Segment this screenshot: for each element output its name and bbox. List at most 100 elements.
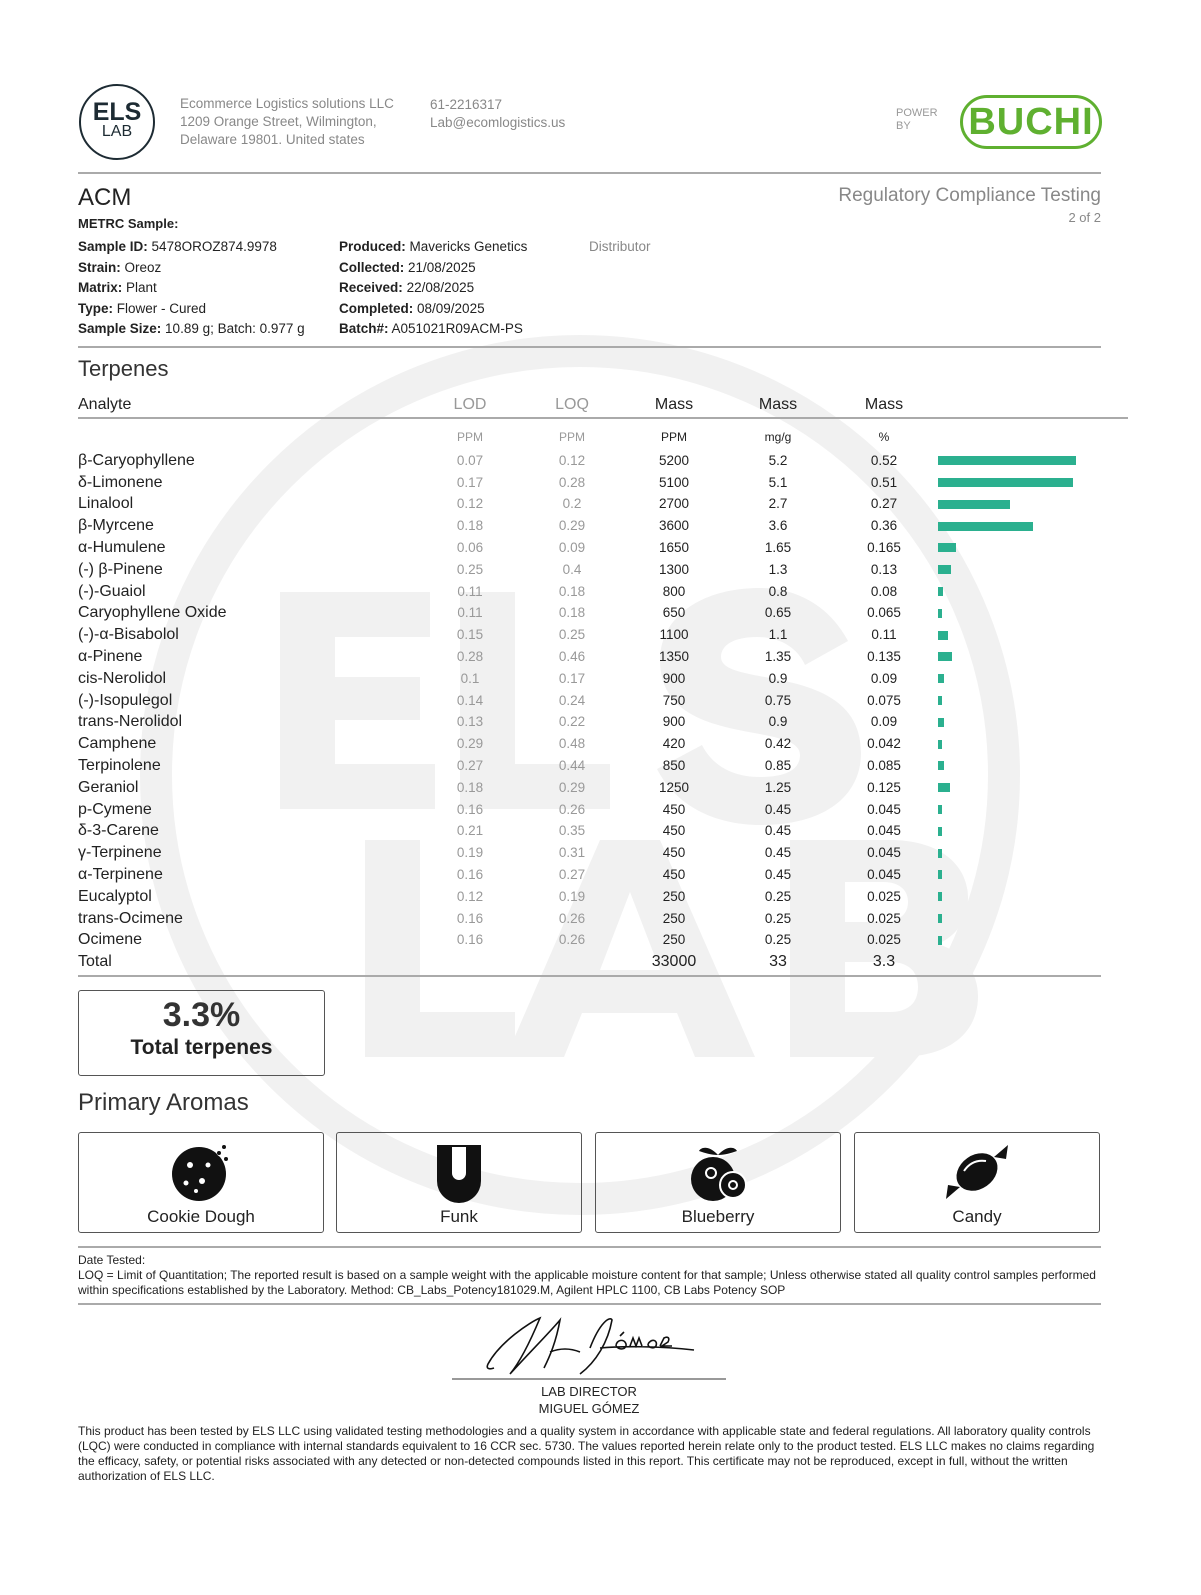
mass-ppm: 250	[662, 888, 686, 904]
col-mass-mgg: Mass	[758, 395, 798, 413]
percent-bar	[938, 499, 1010, 509]
percent-bar	[938, 783, 950, 793]
loq-value: 0.44	[558, 758, 586, 774]
analyte-name: Camphene	[78, 735, 157, 753]
table-row: Terpinolene 0.27 0.44 850 0.85 0.085	[78, 755, 1128, 777]
loq-value: 0.2	[562, 496, 582, 512]
analyte-name: Linalool	[78, 495, 134, 513]
lod-value: 0.15	[456, 627, 484, 643]
lod-value: 0.16	[456, 801, 484, 817]
analyte-name: trans-Nerolidol	[78, 713, 183, 731]
col-analyte: Analyte	[78, 395, 132, 413]
percent-bar	[938, 652, 952, 662]
mass-ppm: 1250	[658, 779, 690, 795]
candy-icon	[946, 1145, 1008, 1199]
unit-label: PPM	[660, 430, 687, 444]
mass-ppm: 1300	[658, 561, 690, 577]
total-row: Total 33000 33 3.3	[78, 951, 1128, 973]
table-row: (-)-α-Bisabolol 0.15 0.25 1100 1.1 0.11	[78, 624, 1128, 646]
lab-address: Ecommerce Logistics solutions LLC 1209 Or…	[180, 96, 394, 147]
loq-value: 0.26	[558, 801, 586, 817]
percent-bar	[938, 456, 1076, 466]
loq-note: LOQ = Limit of Quantitation; The reporte…	[78, 1268, 1096, 1297]
mass-ppm: 1650	[658, 540, 690, 556]
loq-value: 0.26	[558, 910, 586, 926]
percent-bar	[938, 565, 951, 575]
mass-pct: 0.165	[867, 540, 901, 556]
total-mgg: 33	[769, 953, 787, 971]
aroma-label: Cookie Dough	[147, 1207, 255, 1226]
total-label: Total terpenes	[130, 1036, 273, 1059]
mass-pct: 0.135	[867, 649, 901, 665]
aroma-card: Candy	[854, 1132, 1100, 1233]
mass-pct: 0.08	[870, 583, 898, 599]
mass-pct: 0.025	[867, 932, 901, 948]
table-row: cis-Nerolidol 0.1 0.17 900 0.9 0.09	[78, 668, 1128, 690]
loq-value: 0.22	[558, 714, 586, 730]
table-row: α-Pinene 0.28 0.46 1350 1.35 0.135	[78, 646, 1128, 668]
mass-mgg: 0.25	[764, 910, 792, 926]
mass-ppm: 1100	[659, 627, 689, 643]
mass-ppm: 850	[662, 758, 686, 774]
table-row: Ocimene 0.16 0.26 250 0.25 0.025	[78, 930, 1128, 952]
mass-mgg: 0.9	[768, 714, 788, 730]
percent-bar	[938, 913, 942, 923]
percent-bar	[938, 935, 942, 945]
lod-value: 0.12	[456, 888, 484, 904]
loq-value: 0.46	[558, 649, 586, 665]
mass-pct: 0.025	[867, 888, 901, 904]
mass-ppm: 800	[662, 583, 686, 599]
percent-bar	[938, 826, 942, 836]
divider	[78, 975, 1101, 977]
loq-value: 0.26	[558, 932, 586, 948]
mass-pct: 0.13	[870, 561, 898, 577]
total-label: Total	[78, 953, 112, 971]
col-mass-ppm: Mass	[654, 395, 694, 413]
lod-value: 0.1	[460, 670, 480, 686]
loq-value: 0.12	[558, 452, 586, 468]
unit-label: PPM	[456, 430, 483, 444]
mass-pct: 0.065	[867, 605, 901, 621]
analyte-name: (-)-Isopulegol	[78, 691, 173, 709]
mass-mgg: 2.7	[768, 496, 788, 512]
mass-mgg: 0.45	[764, 845, 792, 861]
divider	[78, 172, 1101, 174]
mass-ppm: 5100	[658, 474, 690, 490]
aroma-card: Blueberry	[595, 1132, 841, 1233]
lod-value: 0.16	[456, 867, 484, 883]
blueberry-icon	[691, 1147, 747, 1201]
analyte-name: γ-Terpinene	[78, 844, 162, 862]
mass-pct: 0.025	[867, 910, 901, 926]
mass-pct: 0.045	[867, 845, 901, 861]
table-row: δ-3-Carene 0.21 0.35 450 0.45 0.045	[78, 821, 1128, 843]
mass-mgg: 5.2	[768, 452, 788, 468]
mass-ppm: 250	[662, 932, 686, 948]
table-row: Eucalyptol 0.12 0.19 250 0.25 0.025	[78, 886, 1128, 908]
analyte-name: β-Caryophyllene	[78, 451, 195, 469]
mass-pct: 0.042	[867, 736, 901, 752]
analyte-name: β-Myrcene	[78, 517, 154, 535]
mass-ppm: 650	[662, 605, 686, 621]
lod-value: 0.07	[456, 452, 484, 468]
mass-mgg: 0.25	[764, 932, 792, 948]
percent-bar	[938, 848, 942, 858]
analyte-name: Geraniol	[78, 778, 139, 796]
percent-bar	[938, 804, 942, 814]
lod-value: 0.28	[456, 649, 484, 665]
sample-field: Batch#: A051021R09ACM-PS	[339, 321, 523, 336]
mass-mgg: 0.42	[764, 736, 792, 752]
percent-bar	[938, 761, 944, 771]
lod-value: 0.11	[457, 605, 483, 621]
analyte-name: (-)-α-Bisabolol	[78, 626, 179, 644]
mass-mgg: 0.75	[764, 692, 792, 708]
col-loq: LOQ	[555, 395, 589, 413]
sample-field: Produced: Mavericks Genetics	[339, 239, 528, 254]
total-ppm: 33000	[651, 953, 697, 971]
total-terpenes-box: 3.3% Total terpenes	[78, 990, 325, 1076]
percent-bar	[938, 608, 942, 618]
col-mass-pct: Mass	[864, 395, 904, 413]
table-row: γ-Terpinene 0.19 0.31 450 0.45 0.045	[78, 842, 1128, 864]
loq-value: 0.18	[558, 605, 586, 621]
lod-value: 0.11	[457, 583, 483, 599]
